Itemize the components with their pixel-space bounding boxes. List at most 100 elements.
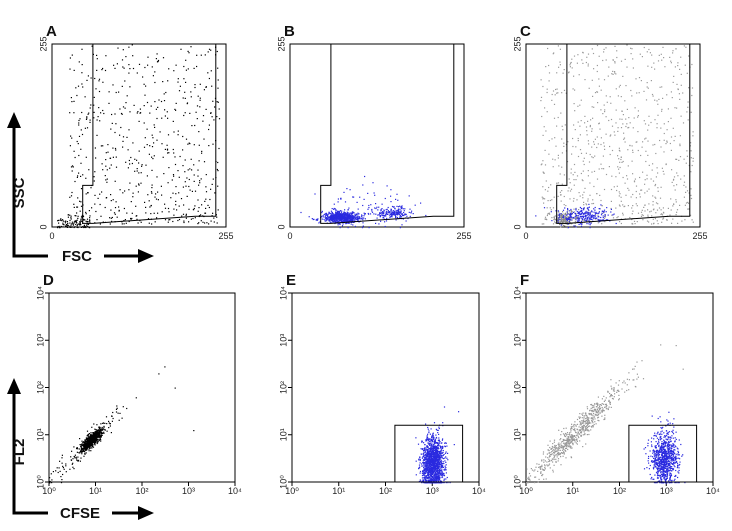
event-dot <box>90 436 92 438</box>
event-population <box>158 373 195 432</box>
event-dot <box>424 451 426 454</box>
event-dot <box>378 223 380 225</box>
event-dot <box>111 216 113 219</box>
event-dot <box>389 211 391 213</box>
event-dot <box>622 204 624 206</box>
event-dot <box>92 443 94 445</box>
event-dot <box>592 117 594 119</box>
event-dot <box>154 101 156 103</box>
event-dot <box>431 444 433 446</box>
event-dot <box>551 217 553 219</box>
event-dot <box>137 111 139 113</box>
event-dot <box>574 222 576 224</box>
event-dot <box>613 186 615 188</box>
event-dot <box>607 214 609 216</box>
event-dot <box>583 213 585 215</box>
event-dot <box>145 164 147 166</box>
event-dot <box>171 179 173 181</box>
event-dot <box>425 482 428 484</box>
event-dot <box>593 218 595 220</box>
event-dot <box>338 213 340 215</box>
event-dot <box>401 208 403 210</box>
event-dot <box>561 166 563 168</box>
event-dot <box>115 123 117 125</box>
event-dot <box>573 55 576 57</box>
event-dot <box>434 457 436 459</box>
event-dot <box>671 222 673 224</box>
event-dot <box>648 124 650 126</box>
event-dot <box>353 196 355 198</box>
panel-letter: B <box>284 23 295 40</box>
event-dot <box>691 164 693 167</box>
event-dot <box>59 460 61 462</box>
event-dot <box>331 208 333 210</box>
event-dot <box>326 217 328 219</box>
event-dot <box>557 182 560 184</box>
event-dot <box>96 440 98 442</box>
event-dot <box>99 431 101 433</box>
event-dot <box>175 186 177 188</box>
event-dot <box>430 475 432 477</box>
event-dot <box>409 208 411 210</box>
event-dot <box>562 219 564 221</box>
event-dot <box>598 219 600 222</box>
event-dot <box>430 444 432 446</box>
event-dot <box>601 212 603 214</box>
event-dot <box>584 79 586 81</box>
event-dot <box>670 209 672 211</box>
event-dot <box>70 195 73 197</box>
event-dot <box>111 122 113 124</box>
event-dot <box>679 143 681 145</box>
event-dot <box>188 208 190 210</box>
event-dot <box>395 219 397 221</box>
event-dot <box>546 207 548 209</box>
event-dot <box>81 451 83 453</box>
event-dot <box>94 435 97 437</box>
event-dot <box>177 130 179 132</box>
event-dot <box>582 160 584 162</box>
event-dot <box>177 134 179 136</box>
event-dot <box>559 219 561 221</box>
event-dot <box>422 460 424 462</box>
event-dot <box>584 122 586 124</box>
event-dot <box>602 155 604 157</box>
event-dot <box>89 107 91 109</box>
event-dot <box>94 437 97 439</box>
event-dot <box>665 143 667 145</box>
event-dot <box>574 225 577 227</box>
event-dot <box>663 57 665 59</box>
event-dot <box>346 214 348 216</box>
event-dot <box>59 225 61 227</box>
event-dot <box>335 210 337 212</box>
event-dot <box>349 219 351 221</box>
event-dot <box>88 433 90 435</box>
event-dot <box>97 439 99 441</box>
event-dot <box>65 463 67 465</box>
event-dot <box>182 213 185 215</box>
event-dot <box>350 215 352 217</box>
event-dot <box>404 213 406 215</box>
event-dot <box>87 192 89 194</box>
event-dot <box>631 213 633 215</box>
event-dot <box>127 167 129 169</box>
event-dot <box>427 472 429 474</box>
event-dot <box>655 176 657 178</box>
event-dot <box>625 125 627 128</box>
event-dot <box>442 482 444 484</box>
event-dot <box>345 223 347 225</box>
event-dot <box>615 176 617 178</box>
event-dot <box>122 49 124 51</box>
event-dot <box>661 110 663 112</box>
event-dot <box>116 405 118 407</box>
event-dot <box>427 475 429 477</box>
event-dot <box>347 212 349 214</box>
event-dot <box>587 140 589 142</box>
event-dot <box>426 461 428 464</box>
event-dot <box>428 443 430 446</box>
event-dot <box>545 130 547 132</box>
event-dot <box>653 223 655 225</box>
event-dot <box>97 116 99 118</box>
event-dot <box>70 456 72 458</box>
event-dot <box>116 407 118 409</box>
event-dot <box>389 212 391 214</box>
